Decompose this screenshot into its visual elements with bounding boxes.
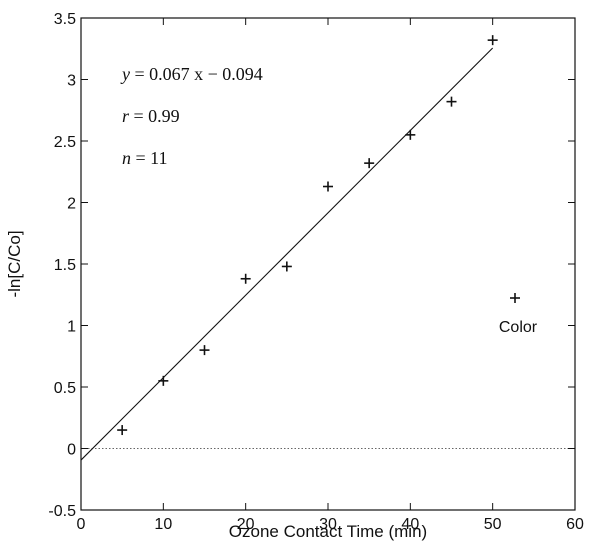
y-tick-label: 0 [67, 442, 76, 459]
data-point [281, 261, 292, 272]
annotation-value: = 0.067 x − 0.094 [130, 64, 263, 84]
annotation-n: n = 11 [122, 148, 167, 168]
data-point [199, 345, 210, 356]
y-tick-label: 3 [67, 73, 76, 90]
data-point [487, 35, 498, 46]
legend-marker [510, 293, 520, 303]
x-axis-title: Ozone Contact Time (min) [229, 522, 427, 541]
y-tick-label: 2 [67, 196, 76, 213]
x-tick-label: 10 [154, 516, 172, 533]
legend: Color [499, 293, 538, 336]
data-point [364, 158, 375, 169]
y-tick-label: 3.5 [54, 11, 76, 28]
y-tick-label: 2.5 [54, 134, 76, 151]
annotation-var: r [122, 106, 130, 126]
y-tick-label: 0.5 [54, 380, 76, 397]
data-point [323, 181, 333, 192]
fit-annotations: y = 0.067 x − 0.094 r = 0.99 n = 11 [120, 64, 263, 168]
data-point [446, 96, 457, 107]
annotation-var: y [120, 64, 130, 84]
y-axis-ticks: -0.5 0 0.5 1 1.5 2 2.5 3 3.5 [48, 11, 575, 520]
annotation-r: r = 0.99 [122, 106, 180, 126]
annotation-value: = 0.99 [129, 106, 180, 126]
data-point [405, 129, 416, 140]
x-tick-label: 50 [484, 516, 502, 533]
plot-frame [80, 17, 576, 511]
x-tick-label: 20 [237, 516, 255, 533]
annotation-value: = 11 [131, 148, 167, 168]
y-tick-label: 1 [67, 319, 76, 336]
legend-label: Color [499, 319, 538, 336]
data-point [158, 375, 169, 386]
x-tick-label: 60 [566, 516, 584, 533]
annotation-var: n [122, 148, 131, 168]
y-axis-title: -ln[C/Co] [5, 230, 24, 297]
x-tick-label: 40 [401, 516, 419, 533]
y-tick-label: -0.5 [48, 503, 76, 520]
fit-layer [80, 47, 494, 461]
data-point [240, 273, 251, 284]
regression-line [80, 47, 494, 461]
x-axis-ticks: 0 10 20 30 40 50 60 [77, 18, 584, 533]
data-point [117, 425, 128, 436]
annotation-eq: y = 0.067 x − 0.094 [120, 64, 263, 84]
x-tick-label: 30 [319, 516, 337, 533]
y-tick-label: 1.5 [54, 257, 76, 274]
x-tick-label: 0 [77, 516, 86, 533]
data-points [117, 35, 498, 436]
